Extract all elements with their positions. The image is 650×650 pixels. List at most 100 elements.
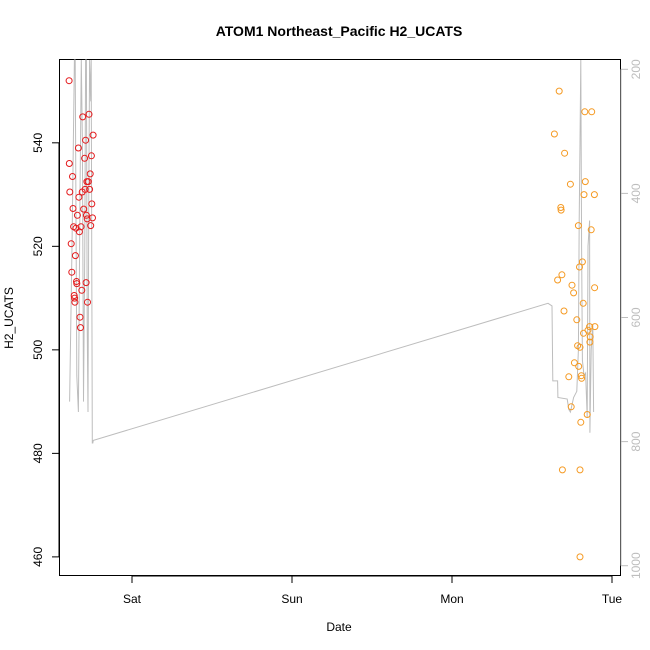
data-point-s1 xyxy=(68,268,76,276)
data-point-s1 xyxy=(79,113,87,121)
data-point-s2 xyxy=(586,333,594,341)
data-point-s1 xyxy=(87,222,95,230)
y2-tick-label: 800 xyxy=(629,431,643,451)
data-point-s1 xyxy=(69,205,77,212)
data-point-s2 xyxy=(586,323,594,331)
data-point-s2 xyxy=(584,326,592,334)
data-point-s2 xyxy=(568,281,576,289)
data-point-s2 xyxy=(590,191,598,199)
data-points xyxy=(65,77,599,561)
data-point-s1 xyxy=(69,173,76,180)
data-point-s2 xyxy=(558,271,566,279)
data-point-s2 xyxy=(576,263,583,271)
data-point-s2 xyxy=(579,299,587,307)
data-point-s2 xyxy=(591,284,599,292)
data-point-s1 xyxy=(88,200,96,208)
data-point-s2 xyxy=(576,553,584,561)
data-point-s1 xyxy=(82,279,90,287)
data-point-s2 xyxy=(561,149,569,157)
data-point-s2 xyxy=(554,276,562,284)
data-point-s2 xyxy=(567,403,575,411)
data-point-s1 xyxy=(86,185,94,193)
data-point-s1 xyxy=(77,324,84,332)
data-point-s2 xyxy=(591,323,599,331)
data-point-s1 xyxy=(85,110,93,118)
data-point-s1 xyxy=(78,286,86,294)
x-tick-label: Sat xyxy=(123,592,142,606)
chart-title: ATOM1 Northeast_Pacific H2_UCATS xyxy=(216,23,463,39)
data-point-s1 xyxy=(66,188,74,196)
data-point-s2 xyxy=(566,180,574,188)
data-point-s1 xyxy=(80,205,88,213)
data-point-s2 xyxy=(577,418,585,426)
data-point-s1 xyxy=(87,152,95,160)
data-point-s2 xyxy=(586,338,594,346)
data-point-s1 xyxy=(77,223,85,231)
data-point-s2 xyxy=(578,374,586,382)
data-point-s1 xyxy=(71,252,79,260)
data-point-s1 xyxy=(81,185,89,193)
data-point-s2 xyxy=(578,258,586,266)
data-point-s1 xyxy=(84,298,91,306)
data-point-s1 xyxy=(82,136,90,144)
data-point-s1 xyxy=(86,170,94,178)
data-point-s1 xyxy=(73,211,81,219)
data-point-s2 xyxy=(576,343,584,351)
altitude-trace xyxy=(69,59,595,444)
y2-tick-label: 400 xyxy=(629,183,643,203)
y-axis: 460 480 500 520 540 xyxy=(31,132,60,567)
data-point-s2 xyxy=(577,372,585,380)
y2-tick-label: 200 xyxy=(629,59,643,79)
data-point-s1 xyxy=(81,154,89,162)
data-point-s2 xyxy=(576,466,584,474)
x-axis-label: Date xyxy=(326,620,352,634)
y-tick-label: 540 xyxy=(31,132,45,152)
y2-tick-label: 1000 xyxy=(629,552,643,579)
data-point-s2 xyxy=(581,178,589,186)
data-point-s1 xyxy=(75,193,83,201)
data-point-s2 xyxy=(558,466,566,474)
data-point-s1 xyxy=(71,294,79,302)
data-point-s2 xyxy=(583,411,591,418)
data-point-s2 xyxy=(575,362,583,370)
data-point-s1 xyxy=(89,131,97,139)
data-point-s2 xyxy=(573,316,581,324)
data-point-s2 xyxy=(555,87,563,95)
x-tick-label: Sun xyxy=(281,592,302,606)
y-tick-label: 480 xyxy=(31,443,45,463)
data-point-s2 xyxy=(557,206,565,214)
data-point-s2 xyxy=(557,204,565,211)
data-point-s2 xyxy=(574,222,582,230)
altitude-line xyxy=(69,59,595,444)
y-tick-label: 520 xyxy=(31,236,45,256)
data-point-s1 xyxy=(84,178,92,186)
data-point-s1 xyxy=(71,298,79,306)
data-point-s1 xyxy=(70,292,78,299)
data-point-s2 xyxy=(570,359,578,367)
x-axis: Sat Sun Mon Tue xyxy=(123,575,623,606)
data-point-s1 xyxy=(89,214,96,222)
y2-axis: 200 400 600 800 1000 xyxy=(620,59,643,579)
y-tick-label: 460 xyxy=(31,547,45,567)
data-point-s1 xyxy=(82,211,90,219)
x-tick-label: Tue xyxy=(602,592,623,606)
y-axis-label: H2_UCATS xyxy=(2,287,16,349)
data-point-s2 xyxy=(580,191,588,199)
data-point-s1 xyxy=(74,144,82,152)
x-tick-label: Mon xyxy=(440,592,463,606)
data-point-s1 xyxy=(67,240,75,248)
data-point-s2 xyxy=(581,108,589,116)
plot-frame xyxy=(59,59,621,576)
data-point-s1 xyxy=(65,160,73,167)
data-point-s2 xyxy=(550,130,558,138)
data-point-s1 xyxy=(65,77,73,85)
data-point-s2 xyxy=(565,373,573,381)
y-tick-label: 500 xyxy=(31,340,45,360)
data-point-s2 xyxy=(587,226,595,234)
data-point-s2 xyxy=(570,289,578,297)
y2-tick-label: 600 xyxy=(629,307,643,327)
data-point-s1 xyxy=(76,313,84,321)
data-point-s1 xyxy=(73,280,81,288)
data-point-s2 xyxy=(588,108,596,116)
